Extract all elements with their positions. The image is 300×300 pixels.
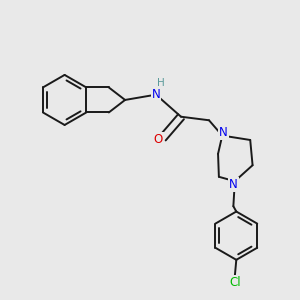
Text: N: N	[229, 178, 238, 191]
Text: H: H	[158, 79, 165, 88]
Text: Cl: Cl	[229, 276, 241, 289]
Text: N: N	[219, 126, 228, 139]
Text: O: O	[154, 133, 163, 146]
Text: N: N	[152, 88, 160, 101]
